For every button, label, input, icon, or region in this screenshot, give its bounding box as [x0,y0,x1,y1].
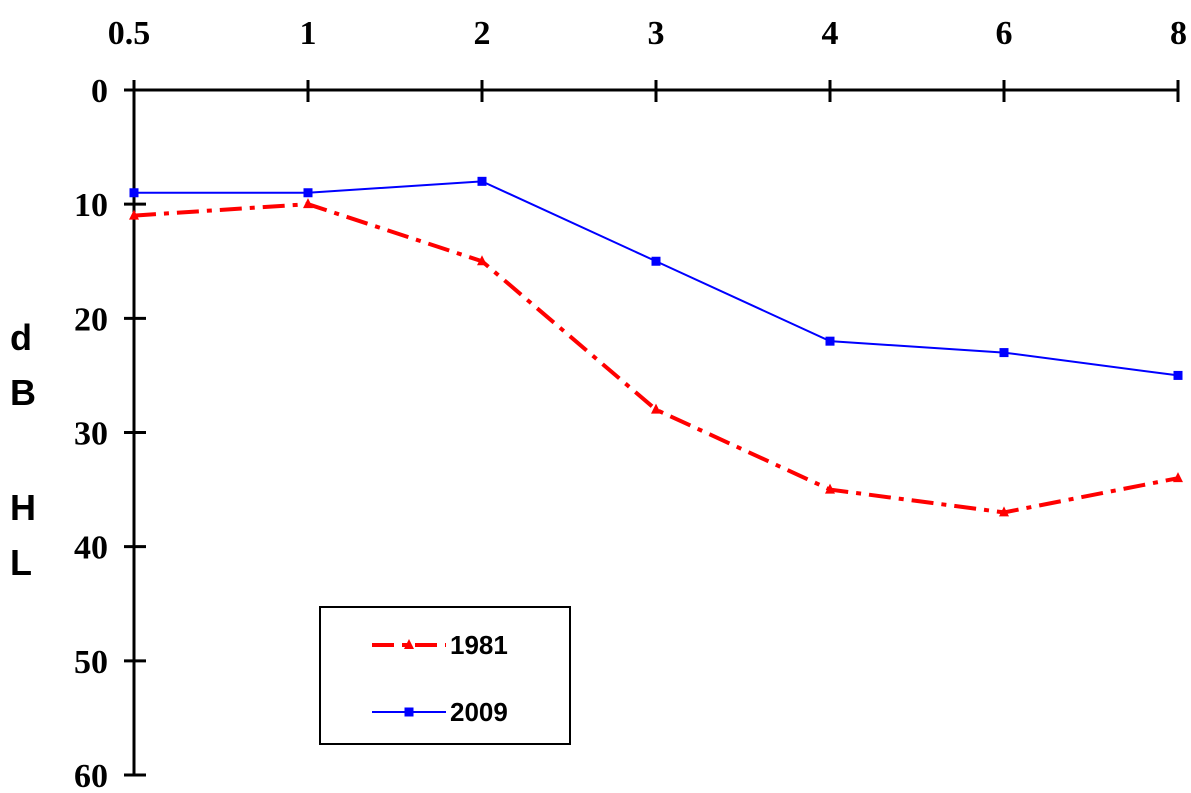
data-point [477,176,487,186]
data-point [999,348,1009,358]
data-point [303,188,313,198]
y-axis-label: dB HL [10,317,36,583]
series-line [134,180,1179,377]
y-tick-labels: 0 10 20 30 40 50 60 [74,73,108,793]
data-point [129,209,139,220]
data-point [129,188,139,198]
series-2009 [129,176,1183,380]
y-tick-label: 60 [74,758,108,793]
y-tick-label: 30 [74,416,108,453]
x-tick-labels: 0.5 1 2 3 4 6 8 [108,15,1187,52]
y-axis-label-letter: B [10,372,36,413]
legend-label: 1981 [450,630,508,660]
y-axis-label-letter: L [10,542,32,583]
x-tick-label: 1 [300,15,317,52]
axes [124,80,1180,777]
x-tick-label: 4 [822,15,839,52]
data-point [1173,472,1183,483]
series-line [133,202,1179,515]
x-tick-label: 3 [648,15,665,52]
x-tick-label: 8 [1170,15,1187,52]
x-tick-label: 2 [474,15,491,52]
legend-item: 2009 [372,697,508,727]
y-tick-label: 0 [91,73,108,110]
series-1981 [129,198,1183,517]
data-point [651,403,661,414]
data-point [825,483,835,494]
y-tick-label: 10 [74,187,108,224]
data-point [303,198,313,209]
legend-label: 2009 [450,697,508,727]
y-tick-label: 20 [74,301,108,338]
y-tick-label: 40 [74,530,108,567]
y-tick-label: 50 [74,644,108,681]
y-axis-label-letter: H [10,487,36,528]
data-point [404,707,414,717]
legend-box [319,606,571,745]
x-tick-label: 0.5 [108,15,151,52]
y-axis-label-letter: d [10,317,32,358]
data-point [477,255,487,266]
data-point [404,639,414,649]
x-tick-label: 6 [996,15,1013,52]
data-point [999,506,1009,517]
data-point [825,336,835,346]
legend: 1981 2009 [319,606,571,745]
data-point [651,256,661,266]
series-layer [129,176,1183,517]
legend-item: 1981 [372,630,508,660]
data-point [1173,370,1183,380]
